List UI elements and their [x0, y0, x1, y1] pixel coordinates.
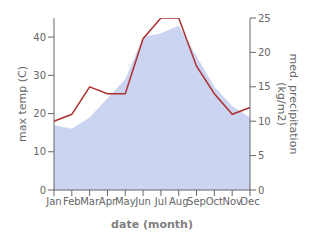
svg-text:Nov: Nov — [222, 196, 242, 207]
svg-text:Apr: Apr — [98, 196, 117, 208]
svg-text:Feb: Feb — [63, 196, 81, 207]
svg-text:30: 30 — [33, 70, 46, 81]
svg-text:25: 25 — [258, 13, 271, 24]
svg-text:Oct: Oct — [206, 196, 223, 207]
svg-text:0: 0 — [258, 185, 264, 196]
svg-text:0: 0 — [40, 185, 46, 196]
svg-text:Jul: Jul — [154, 196, 167, 207]
svg-text:Dec: Dec — [240, 196, 259, 207]
svg-text:med. precipitation(kg/m2): med. precipitation(kg/m2) — [275, 54, 300, 155]
svg-text:Sep: Sep — [187, 196, 206, 207]
svg-text:5: 5 — [258, 150, 264, 161]
svg-text:20: 20 — [33, 108, 46, 119]
svg-text:Aug: Aug — [169, 196, 189, 207]
svg-text:date (month): date (month) — [111, 218, 193, 231]
svg-text:max temp (C): max temp (C) — [16, 66, 29, 142]
svg-text:20: 20 — [258, 47, 271, 58]
svg-text:15: 15 — [258, 81, 271, 92]
svg-text:40: 40 — [33, 32, 46, 43]
svg-text:10: 10 — [33, 146, 46, 157]
svg-text:Jan: Jan — [45, 196, 61, 207]
svg-text:10: 10 — [258, 116, 271, 127]
svg-text:May: May — [115, 196, 136, 207]
svg-text:Jun: Jun — [134, 196, 151, 207]
svg-text:Mar: Mar — [80, 196, 100, 207]
